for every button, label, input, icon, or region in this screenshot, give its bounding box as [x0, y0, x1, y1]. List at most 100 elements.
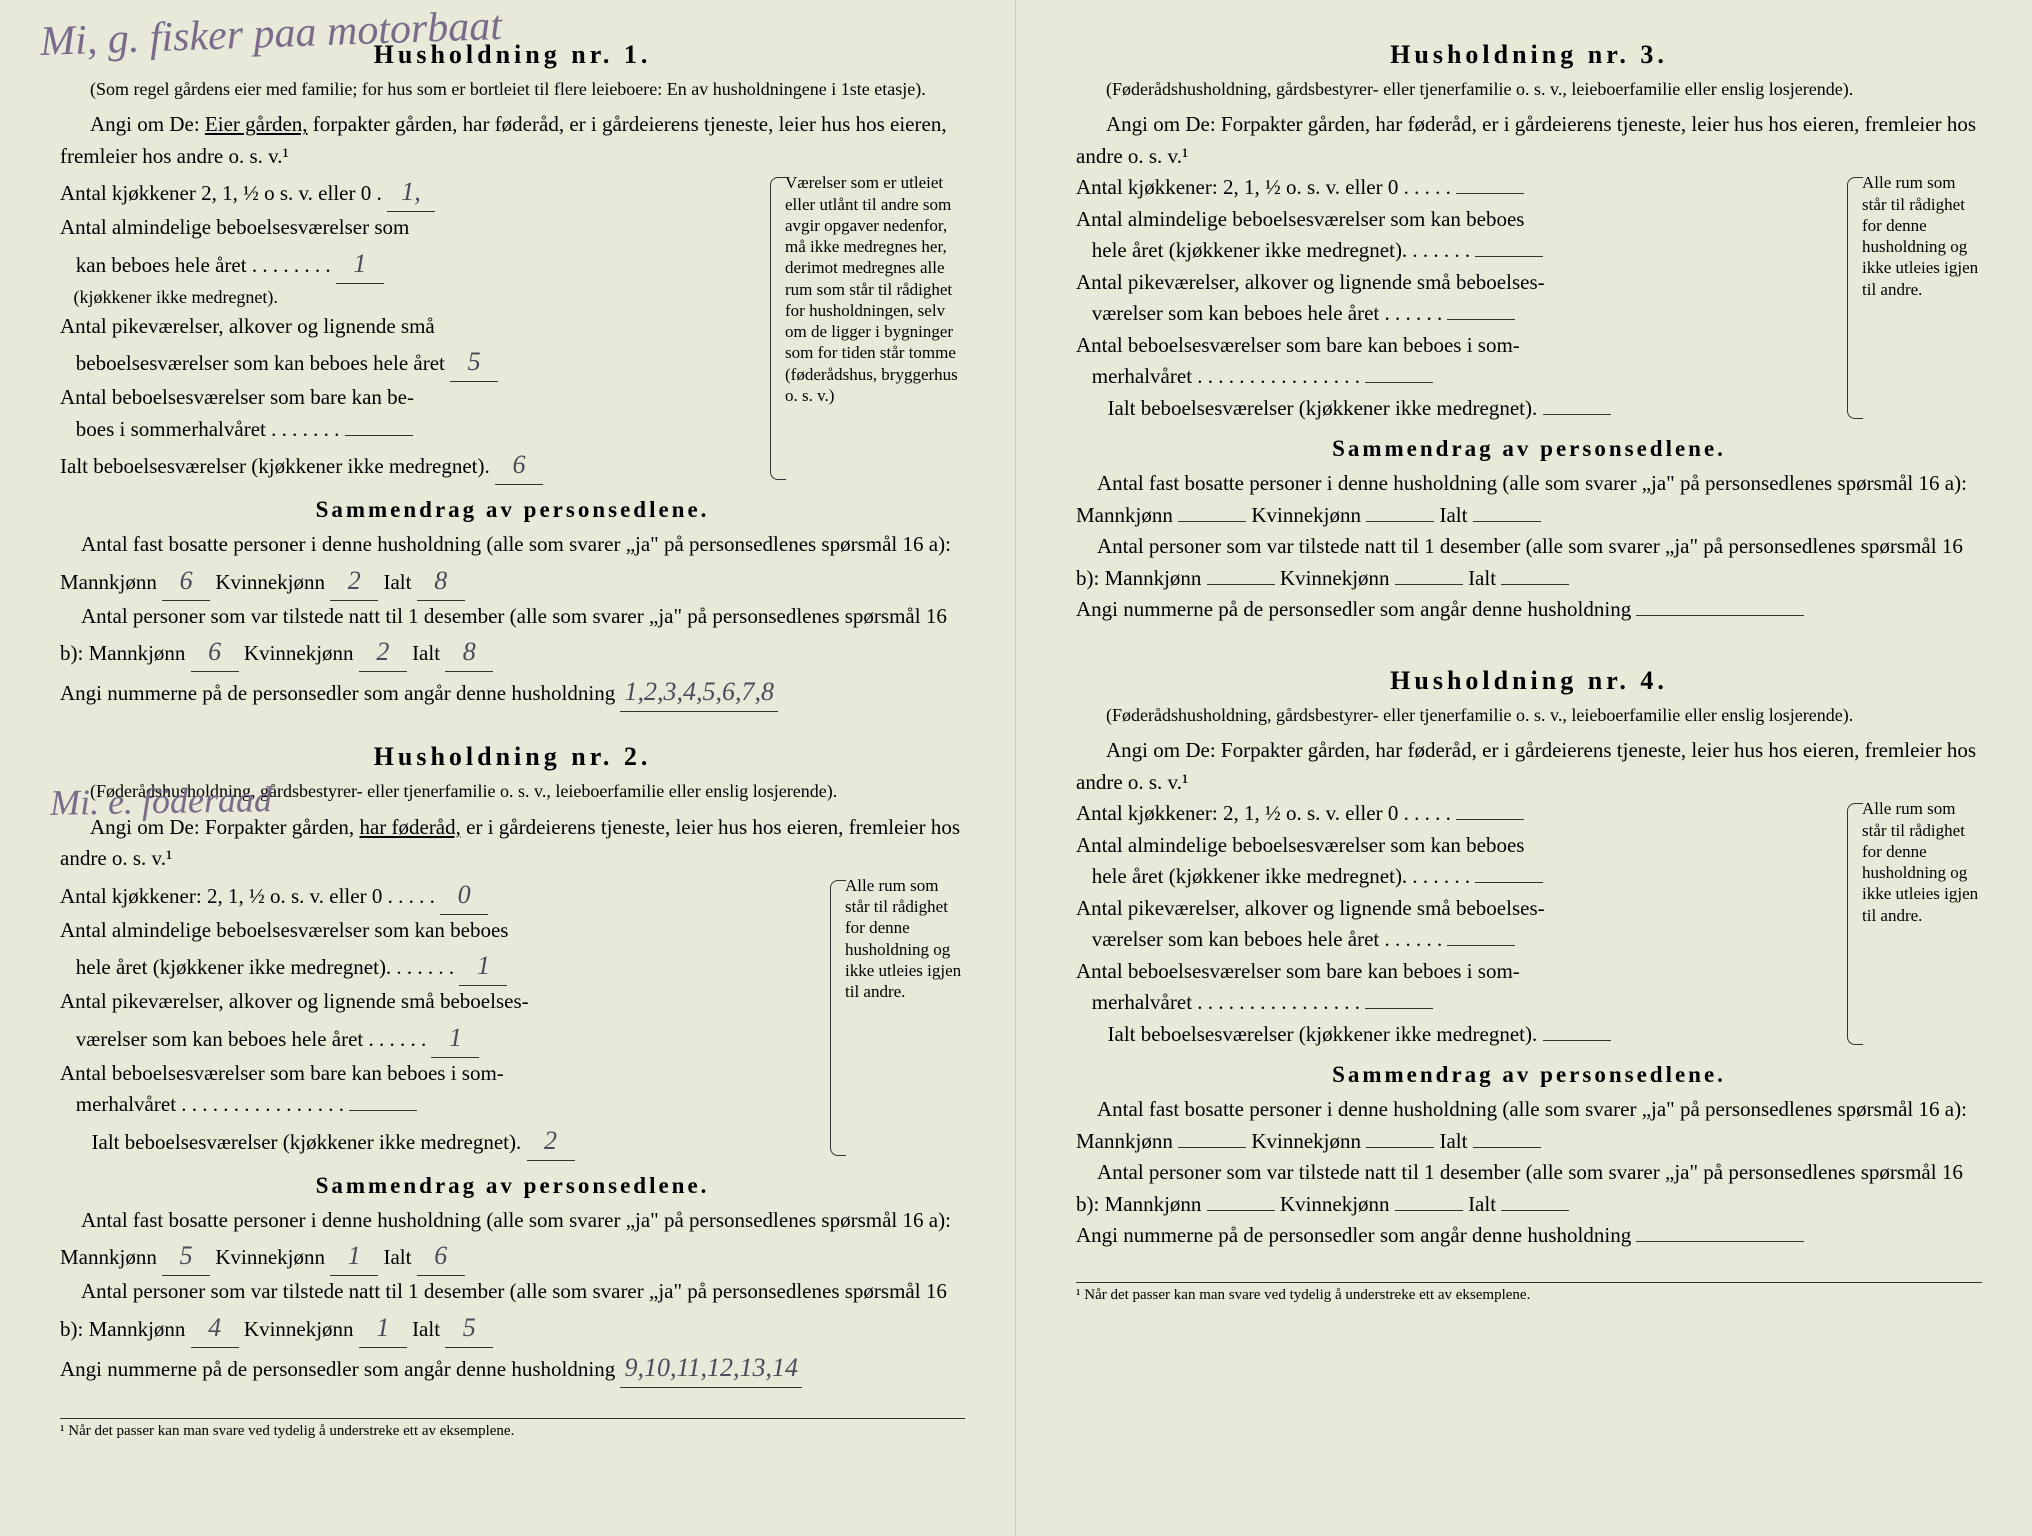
h3-v5: [1543, 414, 1611, 415]
h4-s2-i: [1501, 1210, 1569, 1211]
h2-sidenote: Alle rum som står til rådighet for denne…: [830, 875, 965, 1161]
h3-s1-i: [1473, 521, 1541, 522]
h1-r4b: boes i sommerhalvåret . . . . . . .: [76, 414, 340, 446]
right-page: Husholdning nr. 3. (Føderådshusholdning,…: [1016, 0, 2032, 1536]
h2-main-col: Antal kjøkkener: 2, 1, ½ o. s. v. eller …: [60, 875, 820, 1161]
h4-s2-text: Antal personer som var tilstede natt til…: [1076, 1160, 1963, 1216]
h2-r3b: værelser som kan beboes hele året . . . …: [76, 1024, 426, 1056]
left-page: Mi, g. fisker paa motorbaat Husholdning …: [0, 0, 1016, 1536]
h3-s1-m: [1178, 521, 1246, 522]
h3-v4: [1365, 382, 1433, 383]
h1-v2: 1: [336, 244, 384, 284]
h4-v3: [1447, 945, 1515, 946]
h4-s2-k-label: Kvinnekjønn: [1280, 1192, 1390, 1216]
h4-s1-k: [1366, 1147, 1434, 1148]
h4-r1: Antal kjøkkener: 2, 1, ½ o. s. v. eller …: [1076, 798, 1451, 830]
h2-r2b: hele året (kjøkkener ikke medregnet). . …: [76, 952, 454, 984]
h4-r3b: værelser som kan beboes hele året . . . …: [1092, 924, 1442, 956]
h4-s2-m: [1207, 1210, 1275, 1211]
h2-columns: Antal kjøkkener: 2, 1, ½ o. s. v. eller …: [60, 875, 965, 1161]
h4-v1: [1456, 819, 1524, 820]
h1-v4: [345, 435, 413, 436]
h3-r3b: værelser som kan beboes hele året . . . …: [1092, 298, 1442, 330]
h2-s1-m: 5: [162, 1236, 210, 1276]
h1-r1: Antal kjøkkener 2, 1, ½ o s. v. eller 0 …: [60, 178, 382, 210]
h1-s3-v: 1,2,3,4,5,6,7,8: [620, 672, 778, 712]
h3-s3-v: [1636, 615, 1804, 616]
h2-s1-i: 6: [417, 1236, 465, 1276]
h4-v2: [1475, 882, 1543, 883]
h2-v2: 1: [459, 946, 507, 986]
household-2: Husholdning nr. 2. (Føderådshusholdning,…: [60, 742, 965, 1387]
h1-v1: 1,: [387, 172, 435, 212]
h2-s1-k-label: Kvinnekjønn: [215, 1245, 325, 1269]
h4-s3-v: [1636, 1241, 1804, 1242]
h2-s1-i-label: Ialt: [383, 1245, 411, 1269]
h2-s1: Antal fast bosatte personer i denne hush…: [60, 1205, 965, 1277]
h3-sidenote: Alle rum som står til rådighet for denne…: [1847, 172, 1982, 424]
h1-s2: Antal personer som var tilstede natt til…: [60, 601, 965, 673]
h3-r5: Ialt beboelsesværelser (kjøkkener ikke m…: [1108, 393, 1538, 425]
h3-title: Husholdning nr. 3.: [1076, 40, 1982, 70]
h3-v3: [1447, 319, 1515, 320]
h1-note: (Som regel gårdens eier med familie; for…: [60, 78, 965, 101]
h2-summary-title: Sammendrag av personsedlene.: [60, 1173, 965, 1199]
footnote-right: ¹ Når det passer kan man svare ved tydel…: [1076, 1282, 1982, 1304]
h4-columns: Antal kjøkkener: 2, 1, ½ o. s. v. eller …: [1076, 798, 1982, 1050]
h2-s2-i: 5: [445, 1308, 493, 1348]
h2-s2-m: 4: [191, 1308, 239, 1348]
h2-v4: [349, 1110, 417, 1111]
h3-s1-i-label: Ialt: [1439, 503, 1467, 527]
h2-s2-k-label: Kvinnekjønn: [244, 1317, 354, 1341]
h3-question: Angi om De: Forpakter gården, har føderå…: [1076, 109, 1982, 172]
h2-s3-text: Angi nummerne på de personsedler som ang…: [60, 1357, 615, 1381]
h3-main-col: Antal kjøkkener: 2, 1, ½ o. s. v. eller …: [1076, 172, 1837, 424]
h1-s2-k: 2: [359, 632, 407, 672]
h4-r2a: Antal almindelige beboelsesværelser som …: [1076, 830, 1524, 862]
h4-s2-i-label: Ialt: [1468, 1192, 1496, 1216]
h4-v4: [1365, 1008, 1433, 1009]
h1-summary-title: Sammendrag av personsedlene.: [60, 497, 965, 523]
h3-s2-k: [1395, 584, 1463, 585]
h2-s3-v: 9,10,11,12,13,14: [620, 1348, 802, 1388]
h4-s1-text: Antal fast bosatte personer i denne hush…: [1076, 1097, 1967, 1153]
h3-r1: Antal kjøkkener: 2, 1, ½ o. s. v. eller …: [1076, 172, 1451, 204]
h4-question: Angi om De: Forpakter gården, har føderå…: [1076, 735, 1982, 798]
h1-s1-k-label: Kvinnekjønn: [215, 570, 325, 594]
h1-r2a: Antal almindelige beboelsesværelser som: [60, 212, 409, 244]
h3-r4b: merhalvåret . . . . . . . . . . . . . . …: [1092, 361, 1360, 393]
h4-r3a: Antal pikeværelser, alkover og lignende …: [1076, 893, 1545, 925]
h1-s2-i-label: Ialt: [412, 641, 440, 665]
h3-s2: Antal personer som var tilstede natt til…: [1076, 531, 1982, 594]
h2-title: Husholdning nr. 2.: [60, 742, 965, 772]
h4-title: Husholdning nr. 4.: [1076, 666, 1982, 696]
h1-s2-k-label: Kvinnekjønn: [244, 641, 354, 665]
household-4: Husholdning nr. 4. (Føderådshusholdning,…: [1076, 666, 1982, 1252]
h3-s2-k-label: Kvinnekjønn: [1280, 566, 1390, 590]
h3-s2-i-label: Ialt: [1468, 566, 1496, 590]
h3-s1-k-label: Kvinnekjønn: [1251, 503, 1361, 527]
h4-s1-i-label: Ialt: [1439, 1129, 1467, 1153]
h2-r5: Ialt beboelsesværelser (kjøkkener ikke m…: [92, 1127, 522, 1159]
h1-s1-k: 2: [330, 561, 378, 601]
h4-summary-title: Sammendrag av personsedlene.: [1076, 1062, 1982, 1088]
h4-s2: Antal personer som var tilstede natt til…: [1076, 1157, 1982, 1220]
h1-s1-i-label: Ialt: [383, 570, 411, 594]
h4-s3: Angi nummerne på de personsedler som ang…: [1076, 1220, 1982, 1252]
h3-r4a: Antal beboelsesværelser som bare kan beb…: [1076, 330, 1520, 362]
h4-s2-k: [1395, 1210, 1463, 1211]
h1-r3a: Antal pikeværelser, alkover og lignende …: [60, 311, 435, 343]
h4-sidenote: Alle rum som står til rådighet for denne…: [1847, 798, 1982, 1050]
h2-v1: 0: [440, 875, 488, 915]
h3-r2a: Antal almindelige beboelsesværelser som …: [1076, 204, 1524, 236]
h3-s1-k: [1366, 521, 1434, 522]
h4-s1-m: [1178, 1147, 1246, 1148]
h1-question: Angi om De: Eier gården, forpakter gårde…: [60, 109, 965, 172]
h1-s1-i: 8: [417, 561, 465, 601]
h1-r5: Ialt beboelsesværelser (kjøkkener ikke m…: [60, 451, 490, 483]
h2-v5: 2: [527, 1121, 575, 1161]
h1-columns: Antal kjøkkener 2, 1, ½ o s. v. eller 0 …: [60, 172, 965, 485]
h3-columns: Antal kjøkkener: 2, 1, ½ o. s. v. eller …: [1076, 172, 1982, 424]
handwriting-mid: Mi. e. föderaad: [50, 778, 273, 824]
h1-sidenote: Værelser som er utleiet eller utlånt til…: [770, 172, 965, 485]
